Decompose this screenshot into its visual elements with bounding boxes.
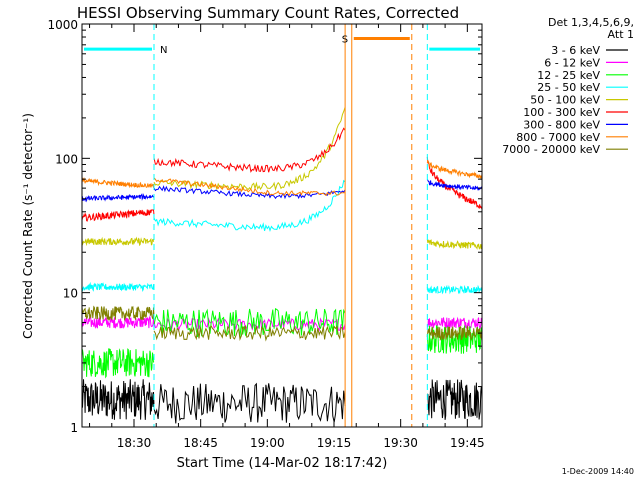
series-50-100-kev (82, 107, 482, 250)
series-line (426, 179, 482, 191)
series-line (153, 324, 346, 342)
series-3-6-kev (82, 379, 482, 424)
legend-label: 300 - 800 keV (523, 118, 600, 131)
chart-title: HESSI Observing Summary Count Rates, Cor… (77, 4, 459, 22)
series-line (153, 317, 346, 333)
legend-label: 3 - 6 keV (551, 44, 600, 57)
series-line (426, 239, 482, 250)
legend-label: 7000 - 20000 keV (502, 143, 600, 156)
series-line (426, 159, 482, 179)
series-line (153, 382, 346, 424)
series-line (82, 348, 155, 379)
x-tick-label: 19:15 (317, 436, 352, 450)
series-line (82, 177, 155, 189)
series-300-800-kev (82, 179, 482, 203)
series-800-7000-kev (82, 159, 482, 197)
timestamp: 1-Dec-2009 14:40 (562, 467, 634, 476)
y-axis: 1 10 100 1000 (47, 18, 482, 435)
series-100-300-kev (82, 127, 482, 222)
series-line (82, 305, 155, 321)
flag-label: N (160, 45, 167, 56)
series-line (153, 308, 346, 338)
legend-label: 25 - 50 keV (537, 81, 600, 94)
y-tick-label: 1000 (47, 18, 78, 32)
flag-label: S (342, 34, 348, 45)
legend-header-line-2: Att 1 (608, 28, 634, 41)
series-line (82, 379, 155, 420)
series-line (82, 236, 155, 247)
series-line (426, 379, 482, 420)
y-tick-label: 1 (70, 421, 78, 435)
legend-label: 6 - 12 keV (544, 56, 600, 69)
plot-area: NS (82, 24, 482, 427)
series-line (426, 284, 482, 295)
y-tick-label: 100 (55, 152, 78, 166)
legend-label: 12 - 25 keV (537, 69, 600, 82)
legend-label: 50 - 100 keV (530, 94, 600, 107)
legend-label: 800 - 7000 keV (516, 131, 600, 144)
x-axis-label: Start Time (14-Mar-02 18:17:42) (177, 456, 388, 471)
plot-frame (81, 23, 483, 428)
series-12-25-kev (82, 308, 482, 379)
series-line (82, 192, 155, 203)
series-line (153, 177, 346, 197)
series-line (82, 281, 155, 293)
series-line (153, 127, 346, 173)
x-tick-label: 18:30 (117, 436, 152, 450)
series-line (82, 208, 155, 222)
series-line (426, 325, 482, 342)
x-axis: 18:30 18:45 19:00 19:15 19:30 19:45 (89, 24, 485, 450)
series-line (153, 179, 346, 232)
y-axis-label: Corrected Count Rate (s⁻¹ detector⁻¹) (21, 113, 35, 339)
x-tick-label: 19:45 (450, 436, 485, 450)
series-line (426, 325, 482, 354)
x-tick-label: 19:30 (383, 436, 418, 450)
series-line (153, 185, 346, 200)
series-25-50-kev (82, 179, 482, 295)
series-7000-20000-kev (82, 305, 482, 342)
series-line (426, 156, 482, 210)
x-tick-label: 19:00 (250, 436, 285, 450)
x-tick-label: 18:45 (183, 436, 218, 450)
legend-label: 100 - 300 keV (523, 106, 600, 119)
y-tick-label: 10 (63, 287, 78, 301)
legend-header-line-1: Det 1,3,4,5,6,9, (548, 16, 634, 29)
series-line (153, 107, 346, 192)
plot-series-group (82, 107, 482, 424)
